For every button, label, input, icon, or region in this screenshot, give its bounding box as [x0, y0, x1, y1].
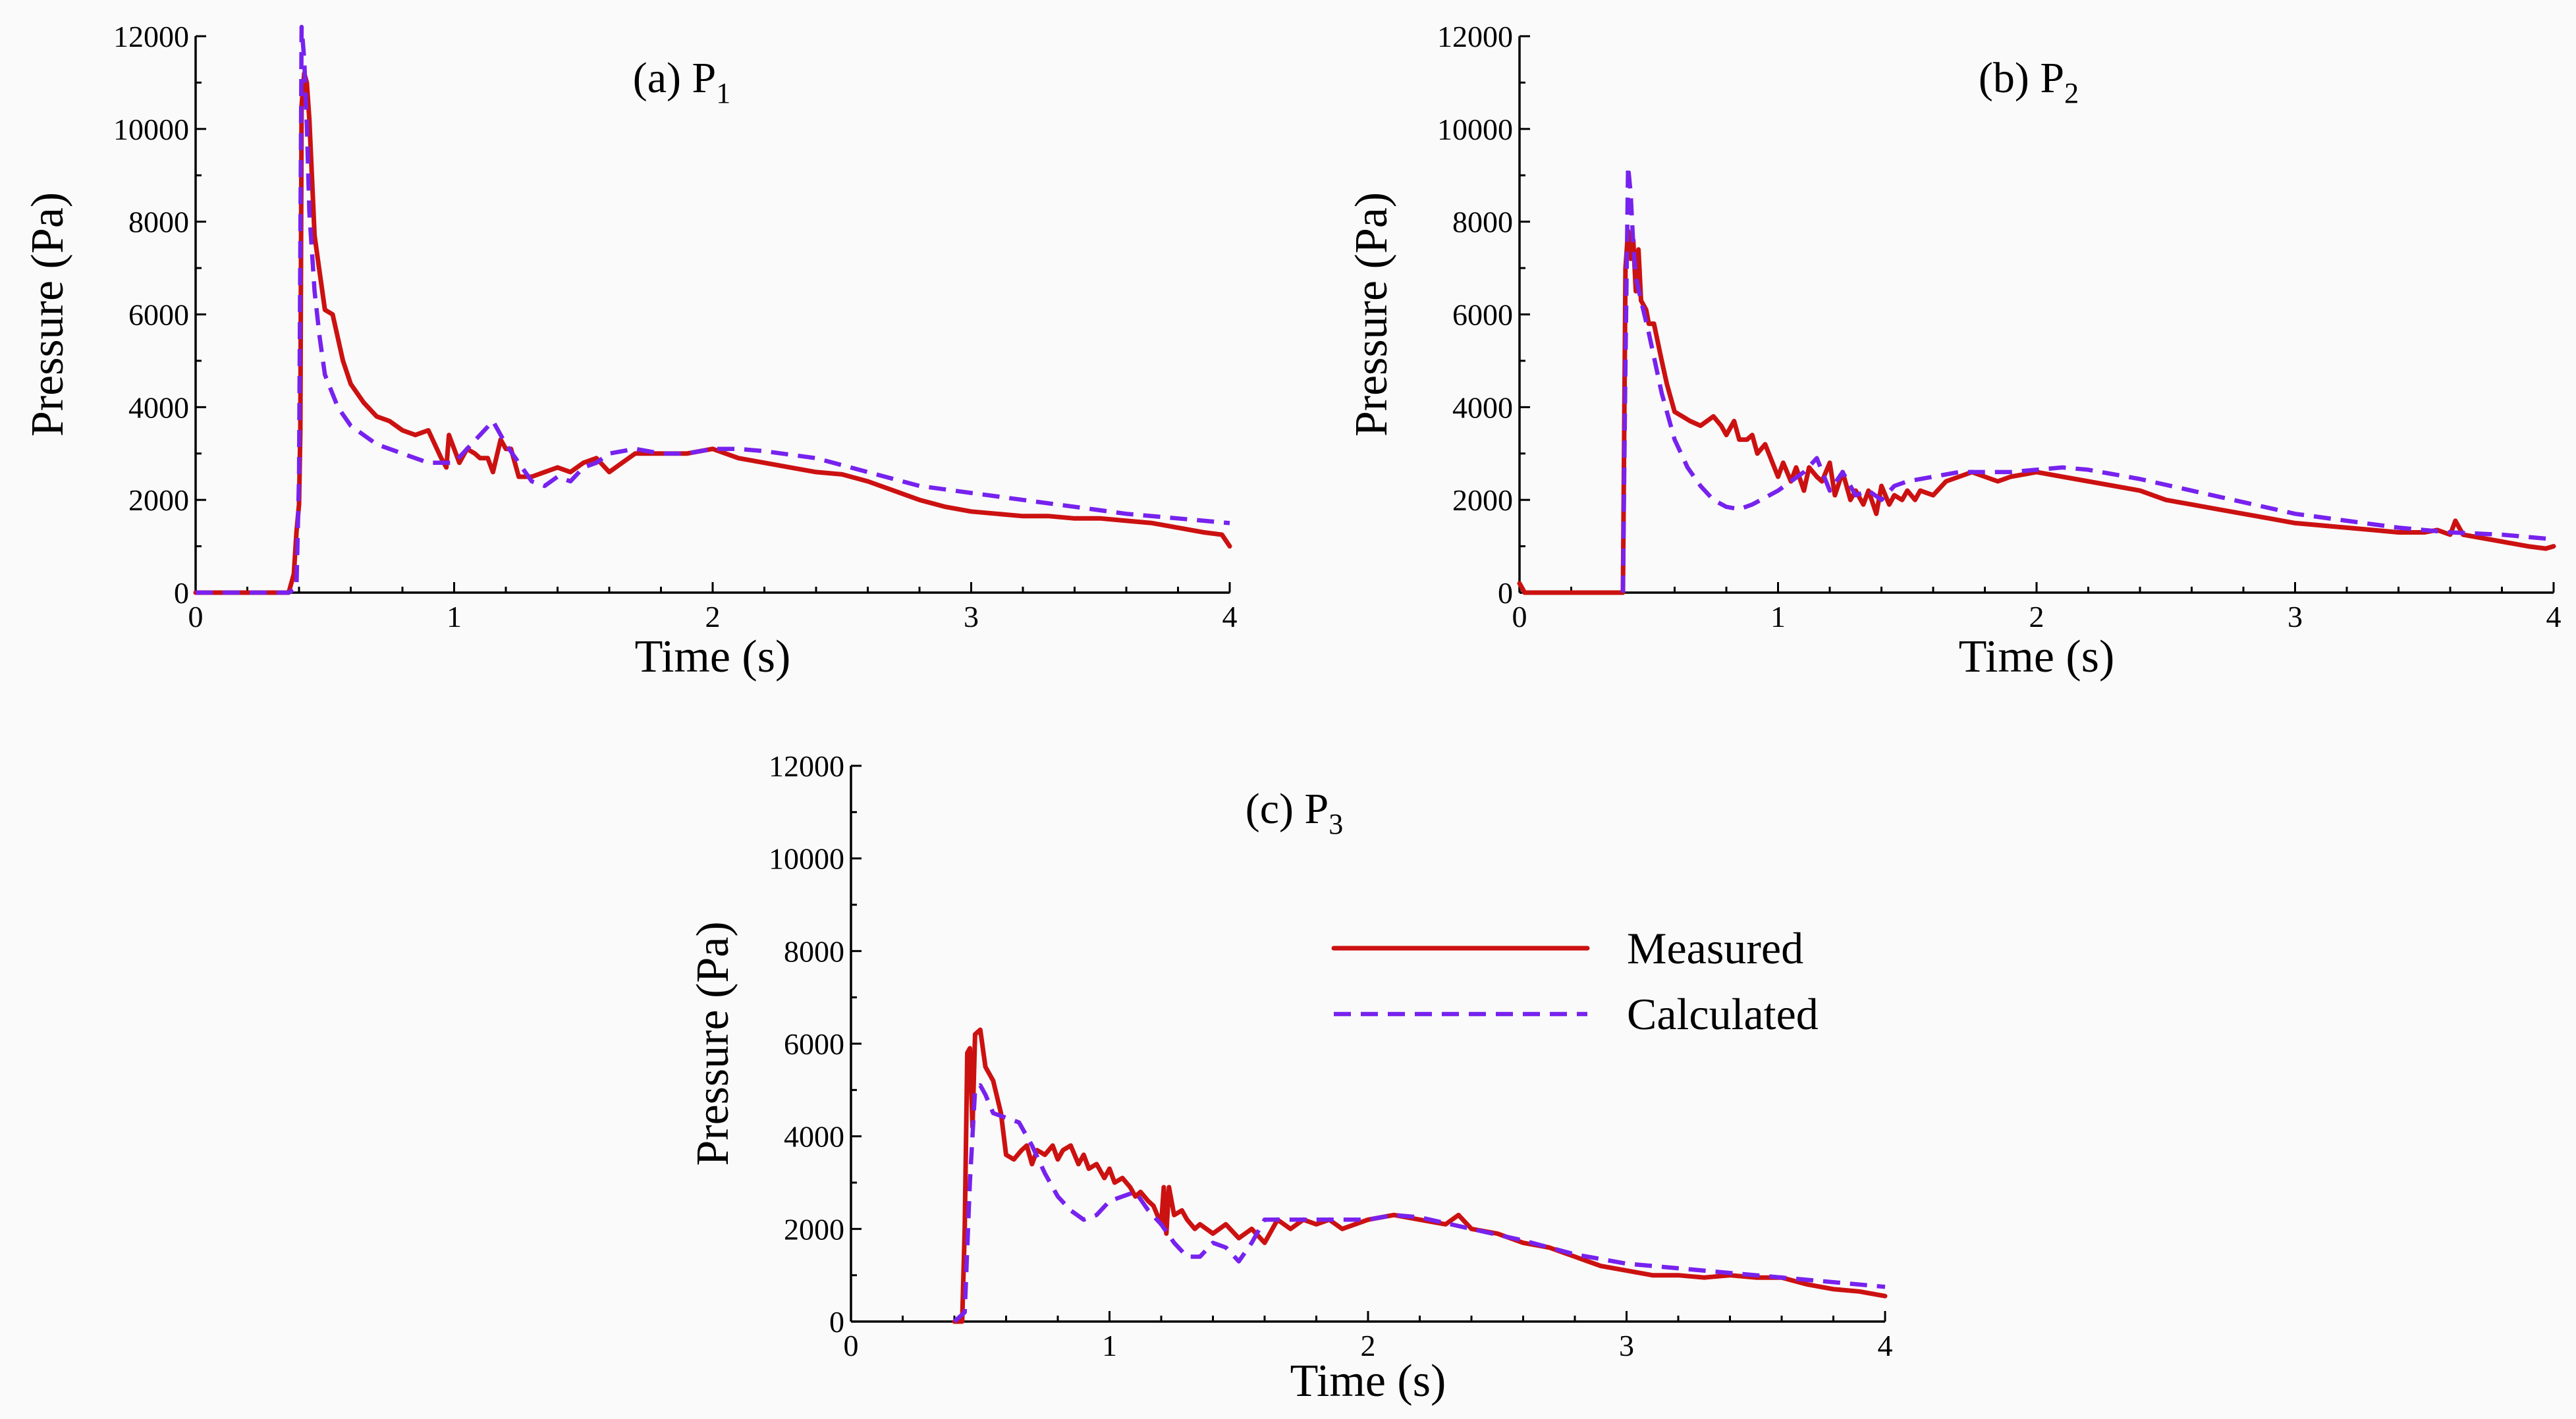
panel-title: (b) P2 [1979, 54, 2079, 109]
x-tick-label: 3 [964, 600, 979, 633]
y-tick-label: 12000 [769, 749, 844, 783]
y-tick-label: 4000 [128, 390, 189, 424]
y-tick-label: 12000 [113, 20, 189, 53]
x-tick-label: 1 [1770, 600, 1786, 633]
y-tick-label: 2000 [784, 1212, 844, 1246]
x-axis-label: Time (s) [635, 631, 791, 682]
y-tick-label: 12000 [1437, 20, 1513, 53]
series-calculated-line [1620, 163, 2554, 593]
panel-title-subscript: 1 [716, 77, 730, 109]
x-tick-label: 1 [447, 600, 462, 633]
y-tick-label: 10000 [1437, 113, 1513, 146]
series-calculated-line [952, 1083, 1886, 1324]
panel-c: 0 2000 4000 6000 8000 10000 12000 0 1 2 3 4 Time (s)… [688, 749, 1893, 1406]
y-tick-label: 10000 [769, 842, 844, 876]
y-tick-label: 0 [1498, 576, 1513, 610]
series-measured-line [1517, 228, 2556, 595]
y-tick-label: 8000 [1452, 205, 1513, 239]
y-tick-label: 6000 [1452, 298, 1513, 332]
y-tick-label: 2000 [1452, 483, 1513, 517]
y-axis-label: Pressure (Pa) [22, 192, 73, 437]
x-axis-label: Time (s) [1290, 1356, 1446, 1406]
x-tick-label: 2 [2029, 600, 2044, 633]
y-tick-label: 0 [174, 576, 189, 610]
panel-b: 0 2000 4000 6000 8000 10000 12000 0 1 2 3 4 Time (s)… [1346, 20, 2562, 682]
series-measured-line [193, 70, 1232, 595]
y-axis-label: Pressure (Pa) [1346, 192, 1397, 437]
x-tick-label: 3 [2288, 600, 2303, 633]
x-axis-label: Time (s) [1959, 631, 2115, 682]
x-tick-label: 1 [1102, 1329, 1117, 1362]
x-tick-label: 0 [1512, 600, 1527, 633]
y-tick-label: 4000 [1452, 390, 1513, 424]
x-tick-label: 0 [188, 600, 204, 633]
y-tick-label: 10000 [113, 113, 189, 146]
panel-a: 0 2000 4000 6000 8000 10000 12000 0 1 2 3 4 Time (s)… [22, 20, 1238, 682]
x-tick-label: 4 [1878, 1329, 1893, 1362]
y-tick-label: 2000 [128, 483, 189, 517]
panel-title-subscript: 2 [2064, 77, 2079, 109]
y-tick-label: 6000 [128, 298, 189, 332]
panel-title-subscript: 3 [1329, 808, 1343, 840]
y-tick-label: 0 [829, 1305, 844, 1339]
legend: Measured Calculated [1331, 923, 1819, 1039]
legend-calculated-label: Calculated [1627, 989, 1819, 1039]
series-measured-line [952, 1027, 1888, 1324]
legend-measured-label: Measured [1627, 923, 1803, 973]
series-calculated-line [196, 24, 1230, 595]
x-tick-label: 0 [844, 1329, 859, 1362]
x-tick-label: 3 [1619, 1329, 1634, 1362]
y-tick-label: 8000 [784, 934, 844, 968]
y-axis-label: Pressure (Pa) [688, 921, 738, 1165]
x-tick-label: 4 [2546, 600, 2562, 633]
y-tick-label: 8000 [128, 205, 189, 239]
x-tick-label: 4 [1222, 600, 1238, 633]
x-tick-label: 2 [705, 600, 721, 633]
y-tick-label: 4000 [784, 1120, 844, 1154]
y-tick-label: 6000 [784, 1027, 844, 1061]
panel-title: (c) P3 [1246, 785, 1343, 840]
x-tick-label: 2 [1361, 1329, 1376, 1362]
panel-title: (a) P1 [633, 54, 730, 109]
